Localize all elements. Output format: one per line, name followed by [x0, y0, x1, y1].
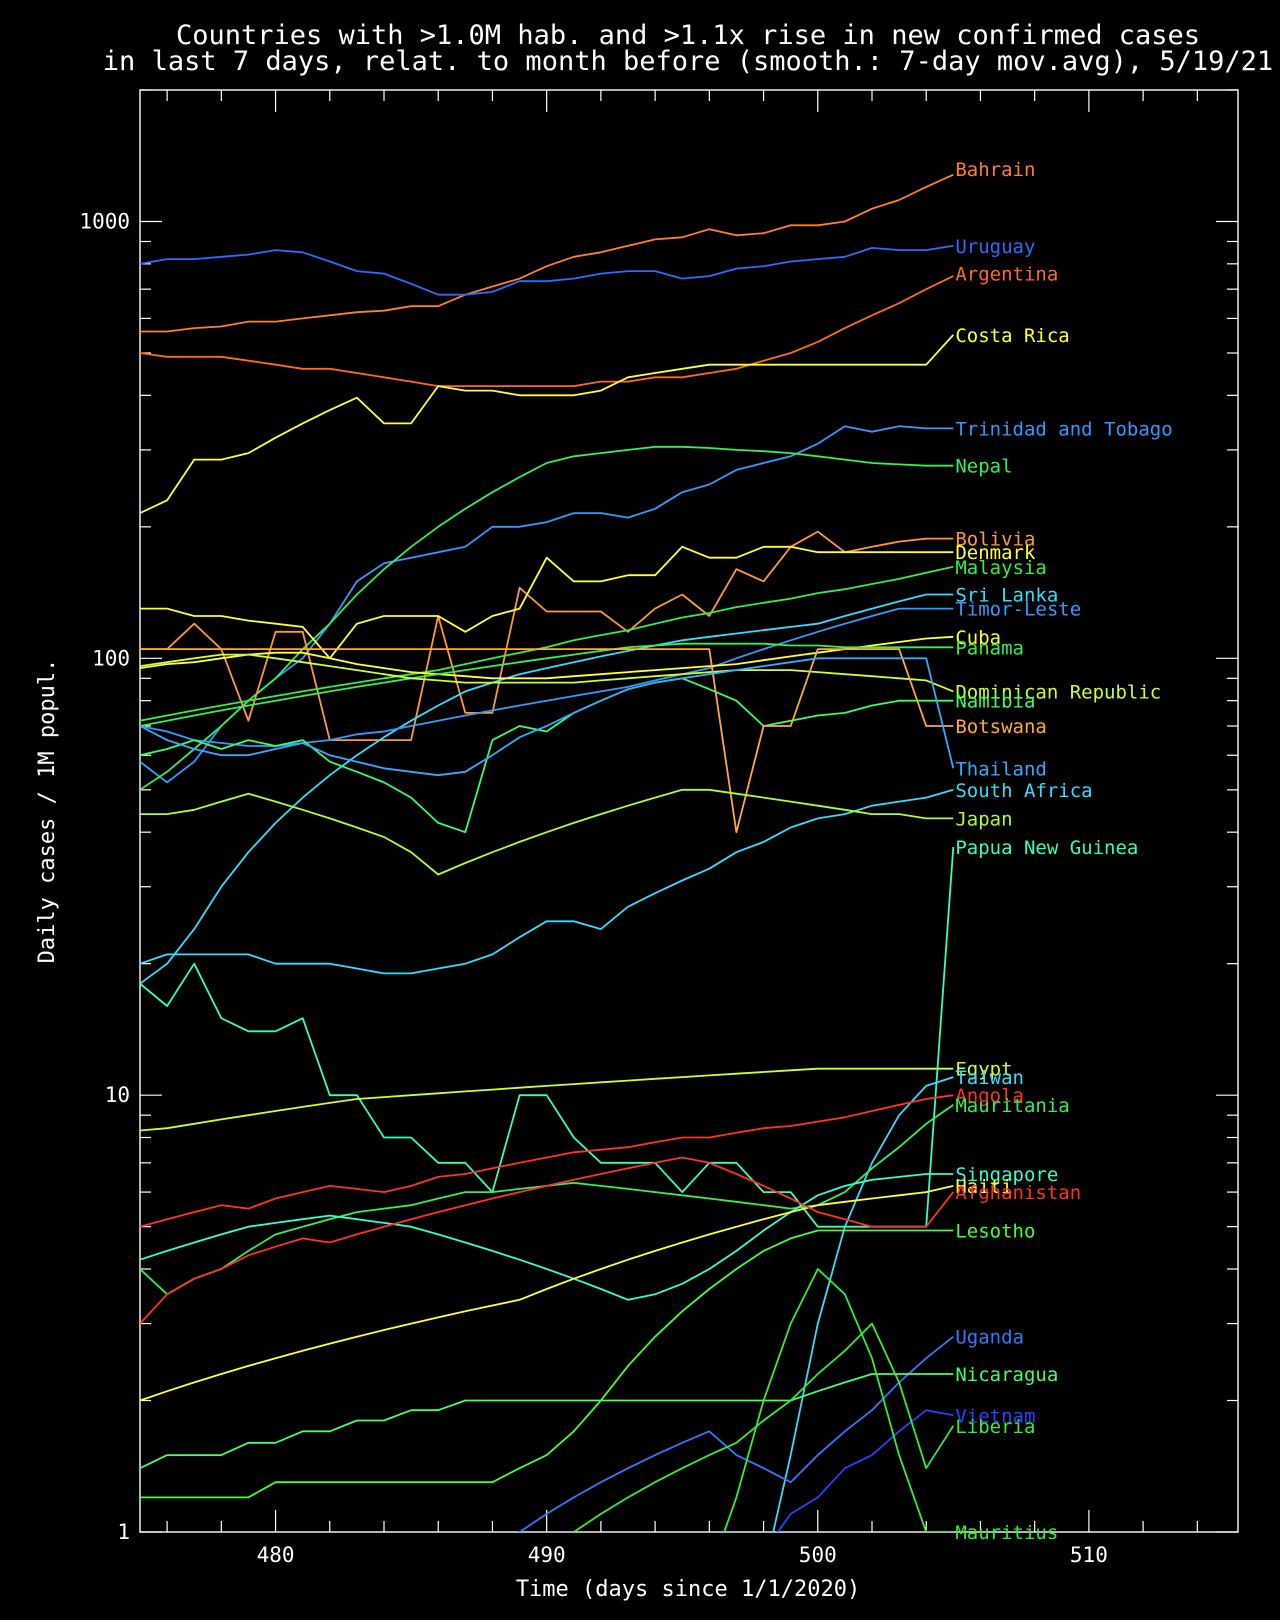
series-line-angola	[140, 1094, 954, 1228]
series-label: Angola	[955, 1085, 1024, 1107]
y-tick-label: 100	[92, 646, 130, 670]
series-label: Mauritania	[955, 1095, 1069, 1117]
series-label: Vietnam	[955, 1405, 1035, 1427]
series-line-trinidad-and-tobago	[140, 425, 954, 784]
series-label: Haiti	[955, 1176, 1012, 1198]
series-line-botswana	[140, 648, 954, 834]
series-label: Denmark	[955, 542, 1036, 564]
x-axis-label: Time (days since 1/1/2020)	[516, 1577, 860, 1602]
x-tick-label: 500	[799, 1543, 837, 1567]
series-line-lesotho	[140, 1229, 954, 1499]
series-label: South Africa	[955, 780, 1092, 802]
series-label: Trinidad and Tobago	[955, 418, 1172, 440]
series-label: Egypt	[955, 1059, 1012, 1081]
series-label: Timor-Leste	[955, 599, 1081, 621]
series-line-denmark	[140, 545, 954, 660]
series-label: Uruguay	[955, 236, 1035, 258]
x-axis: 480 490 500 510	[166, 90, 1198, 1567]
series-label: Nicaragua	[955, 1364, 1058, 1386]
series-line-dominican-republic	[140, 653, 954, 693]
series-label: Dominican Republic	[955, 681, 1161, 703]
series-line-thailand	[140, 657, 955, 777]
x-tick-label: 510	[1070, 1543, 1108, 1567]
series-label: Japan	[955, 808, 1012, 830]
series-line-taiwan	[772, 1076, 954, 1532]
series-label: Malaysia	[955, 557, 1047, 579]
series-line-uganda	[518, 1335, 954, 1532]
series-line-bolivia	[140, 530, 954, 741]
series-line-malaysia	[140, 565, 954, 722]
series-line-argentina	[140, 275, 954, 388]
series-line-nepal	[140, 445, 954, 791]
series-label: Singapore	[955, 1164, 1058, 1186]
series-label: Taiwan	[955, 1067, 1024, 1089]
series-line-cuba	[140, 635, 954, 680]
series-label: Thailand	[955, 758, 1047, 780]
y-tick-label: 1000	[79, 209, 130, 233]
series-label: Bahrain	[955, 159, 1035, 181]
series-labels: Bahrain Uruguay Argentina Costa Rica Trinida…	[955, 159, 1172, 1544]
series-line-panama	[140, 642, 954, 727]
y-tick-label: 1	[117, 1520, 130, 1544]
series-line-costa-rica	[140, 334, 954, 514]
series-label: Cuba	[955, 627, 1001, 649]
series-line-liberia	[572, 1322, 955, 1532]
series-line-singapore	[140, 1173, 954, 1301]
x-tick-label: 480	[257, 1543, 295, 1567]
series-label: Panama	[955, 637, 1024, 659]
series-line-japan	[140, 788, 954, 876]
y-axis-label: Daily cases / 1M popul.	[35, 659, 60, 964]
y-axis: 1 10 100 1000	[79, 89, 1238, 1544]
y-tick-label: 10	[105, 1083, 130, 1107]
series-line-papua-new-guinea	[140, 846, 955, 1228]
series-label: Lesotho	[955, 1220, 1035, 1242]
series-line-afghanistan	[140, 1156, 955, 1325]
series-label: Papua New Guinea	[955, 837, 1138, 859]
series-line-uruguay	[140, 244, 954, 296]
series-line-mauritius	[723, 1268, 954, 1532]
series-lines	[140, 173, 955, 1532]
series-line-bahrain	[140, 173, 954, 333]
series-line-vietnam	[776, 1409, 954, 1532]
series-label: Bolivia	[955, 529, 1035, 551]
series-line-south-africa	[140, 788, 954, 975]
chart-title-line-2: in last 7 days, relat. to month before (…	[103, 46, 1273, 77]
chart-title-line-1: Countries with >1.0M hab. and >1.1x rise…	[176, 20, 1200, 51]
series-label: Uganda	[955, 1327, 1024, 1349]
series-label: Nepal	[955, 456, 1012, 478]
series-label: Sri Lanka	[955, 584, 1058, 606]
series-line-nicaragua	[140, 1373, 954, 1470]
series-label: Mauritius	[955, 1522, 1058, 1544]
series-label: Costa Rica	[955, 325, 1069, 347]
series-label: Liberia	[955, 1416, 1035, 1438]
series-label: Namibia	[955, 691, 1035, 713]
series-line-sri-lanka	[140, 593, 954, 985]
series-label: Argentina	[955, 264, 1058, 286]
series-line-haiti	[140, 1185, 954, 1402]
series-label: Botswana	[955, 716, 1047, 738]
plot-frame	[139, 89, 1239, 1533]
series-line-namibia	[140, 677, 954, 834]
series-line-mauritania	[140, 1104, 954, 1296]
series-line-egypt	[140, 1067, 954, 1132]
x-tick-label: 490	[528, 1543, 566, 1567]
series-label: Afghanistan	[955, 1182, 1081, 1204]
